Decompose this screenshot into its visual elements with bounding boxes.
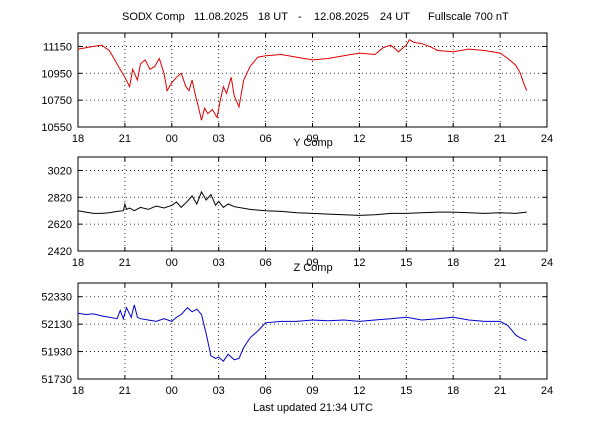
x-tick-label: 06 [259,385,271,397]
x-tick-label: 06 [259,133,271,145]
panel-1: 18 21 00 03 06 09 12 15 18 21 24 10550 10750 10950 111… [41,32,553,145]
x-tick-label: 09 [306,133,318,145]
y-tick-label: 10950 [41,68,72,80]
x-tick-label: 00 [166,385,178,397]
x-tick-label: 03 [213,133,225,145]
x-tick-label: 18 [447,257,459,269]
last-updated-label: Last updated 21:34 UTC [253,402,373,414]
y-tick-label: 3020 [48,165,72,177]
x-tick-label: 15 [400,133,412,145]
header-start-date: 11.08.2025 [194,11,248,23]
chart-header: SOD X Comp 11.08.2025 18 UT - 12.08.2025… [122,11,509,23]
y-tick-label: 2820 [48,192,72,204]
series-line [77,39,528,121]
series-line [77,190,527,216]
x-tick-label: 15 [400,385,412,397]
x-tick-label: 03 [213,385,225,397]
panel-3: 18 21 00 03 06 09 12 15 18 21 24 51730 51930 52130 523… [41,262,553,397]
y-tick-label: 11150 [43,41,72,53]
x-tick-label: 09 [306,257,318,269]
x-tick-label: 12 [353,385,365,397]
x-tick-label: 24 [541,133,553,145]
header-fullscale: Fullscale 700 nT [428,11,509,23]
x-tick-label: 00 [166,257,178,269]
x-tick-label: 09 [306,385,318,397]
y-tick-label: 52330 [41,292,72,304]
y-tick-label: 51730 [41,374,72,386]
series-line [77,304,527,362]
x-tick-label: 03 [213,257,225,269]
x-tick-label: 21 [494,385,506,397]
x-tick-label: 15 [400,257,412,269]
x-tick-label: 12 [353,257,365,269]
x-tick-label: 00 [166,133,178,145]
x-tick-label: 21 [119,257,131,269]
x-tick-label: 06 [259,257,271,269]
x-tick-label: 21 [494,257,506,269]
x-tick-label: 18 [72,385,84,397]
x-tick-label: 24 [541,257,553,269]
y-tick-label: 2420 [48,246,72,258]
plot-frame [77,156,548,252]
header-separator: - [298,11,302,23]
plot-frame [77,32,548,128]
header-component: X Comp [145,11,185,23]
y-tick-label: 51930 [41,347,72,359]
x-tick-label: 18 [72,257,84,269]
header-end-time: 24 UT [380,11,410,23]
panel-title: Z Comp [293,262,332,274]
header-station: SOD [122,11,146,23]
x-tick-label: 12 [353,133,365,145]
y-tick-label: 2620 [48,219,72,231]
panel-2: 18 21 00 03 06 09 12 15 18 21 24 2420 2620 2820 3020 Y … [48,137,554,269]
header-start-time: 18 UT [258,11,288,23]
x-tick-label: 18 [72,133,84,145]
header-end-date: 12.08.2025 [314,11,369,23]
x-tick-label: 21 [119,133,131,145]
x-tick-label: 18 [447,133,459,145]
x-tick-label: 21 [494,133,506,145]
y-tick-label: 10750 [41,95,72,107]
x-tick-label: 24 [541,385,553,397]
x-tick-label: 21 [119,385,131,397]
panel-title: Y Comp [293,137,333,149]
y-tick-label: 52130 [41,319,72,331]
y-tick-label: 10550 [41,122,72,134]
x-tick-label: 18 [447,385,459,397]
